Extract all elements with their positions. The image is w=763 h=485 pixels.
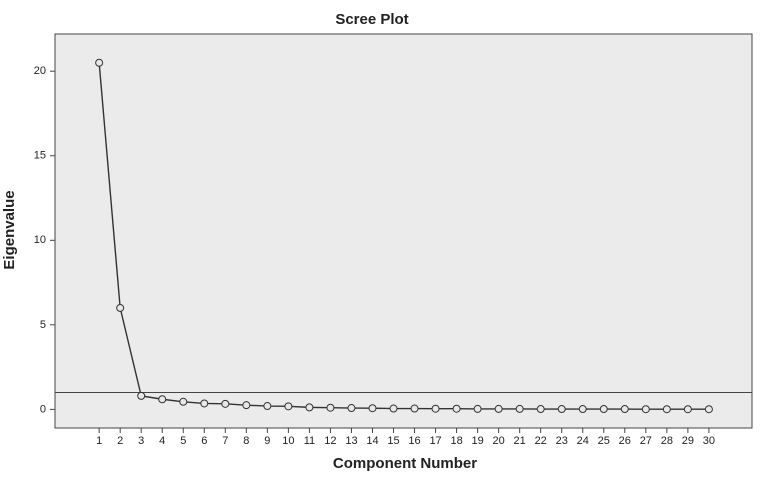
data-point xyxy=(389,404,398,413)
x-tick-label: 15 xyxy=(387,435,399,447)
data-point xyxy=(221,399,230,408)
data-point xyxy=(662,405,671,414)
data-point xyxy=(305,403,314,412)
x-tick-label: 6 xyxy=(201,435,207,447)
x-tick-label: 7 xyxy=(222,435,228,447)
data-point xyxy=(431,404,440,413)
data-point xyxy=(95,58,104,67)
x-tick-label: 2 xyxy=(117,435,123,447)
x-tick-label: 27 xyxy=(640,435,652,447)
data-point xyxy=(515,404,524,413)
data-point xyxy=(599,405,608,414)
data-point xyxy=(620,405,629,414)
x-tick-label: 29 xyxy=(682,435,694,447)
data-point xyxy=(326,403,335,412)
x-tick-label: 3 xyxy=(138,435,144,447)
x-tick-label: 20 xyxy=(493,435,505,447)
data-point xyxy=(242,401,251,410)
data-point xyxy=(578,405,587,414)
data-point xyxy=(410,404,419,413)
x-tick-label: 21 xyxy=(514,435,526,447)
x-tick-label: 26 xyxy=(619,435,631,447)
x-tick-label: 25 xyxy=(598,435,610,447)
data-point xyxy=(158,395,167,404)
x-tick-label: 11 xyxy=(304,435,315,447)
data-point xyxy=(347,404,356,413)
data-point xyxy=(473,404,482,413)
data-point xyxy=(557,405,566,414)
data-point xyxy=(494,404,503,413)
x-tick-label: 30 xyxy=(703,435,715,447)
y-tick-label: 5 xyxy=(40,319,46,331)
data-point xyxy=(263,402,272,411)
y-tick-label: 15 xyxy=(34,150,46,162)
data-point xyxy=(641,405,650,414)
data-point xyxy=(284,402,293,411)
y-tick-label: 20 xyxy=(34,65,46,77)
data-point xyxy=(704,405,713,414)
data-point xyxy=(137,391,146,400)
data-point xyxy=(200,399,209,408)
plot-area xyxy=(54,33,753,429)
x-tick-label: 13 xyxy=(345,435,357,447)
x-tick-label: 22 xyxy=(535,435,547,447)
data-point xyxy=(368,404,377,413)
x-tick-label: 1 xyxy=(96,435,102,447)
x-tick-label: 28 xyxy=(661,435,673,447)
y-tick-label: 10 xyxy=(34,234,46,246)
chart-title: Scree Plot xyxy=(335,11,408,28)
y-tick-label: 0 xyxy=(40,403,46,415)
x-tick-label: 10 xyxy=(282,435,294,447)
x-tick-label: 4 xyxy=(159,435,165,447)
x-tick-label: 19 xyxy=(471,435,483,447)
x-tick-label: 5 xyxy=(180,435,186,447)
x-tick-label: 9 xyxy=(264,435,270,447)
x-tick-label: 12 xyxy=(324,435,336,447)
x-tick-label: 17 xyxy=(429,435,441,447)
x-tick-label: 14 xyxy=(366,435,378,447)
x-axis-label: Component Number xyxy=(333,455,477,472)
data-point xyxy=(179,397,188,406)
x-tick-label: 23 xyxy=(556,435,568,447)
x-tick-label: 24 xyxy=(577,435,589,447)
x-tick-label: 18 xyxy=(450,435,462,447)
x-tick-label: 8 xyxy=(243,435,249,447)
data-point xyxy=(683,405,692,414)
data-point xyxy=(536,405,545,414)
x-tick-label: 16 xyxy=(408,435,420,447)
y-axis-label: Eigenvalue xyxy=(1,190,18,269)
data-point xyxy=(116,303,125,312)
data-point xyxy=(452,404,461,413)
